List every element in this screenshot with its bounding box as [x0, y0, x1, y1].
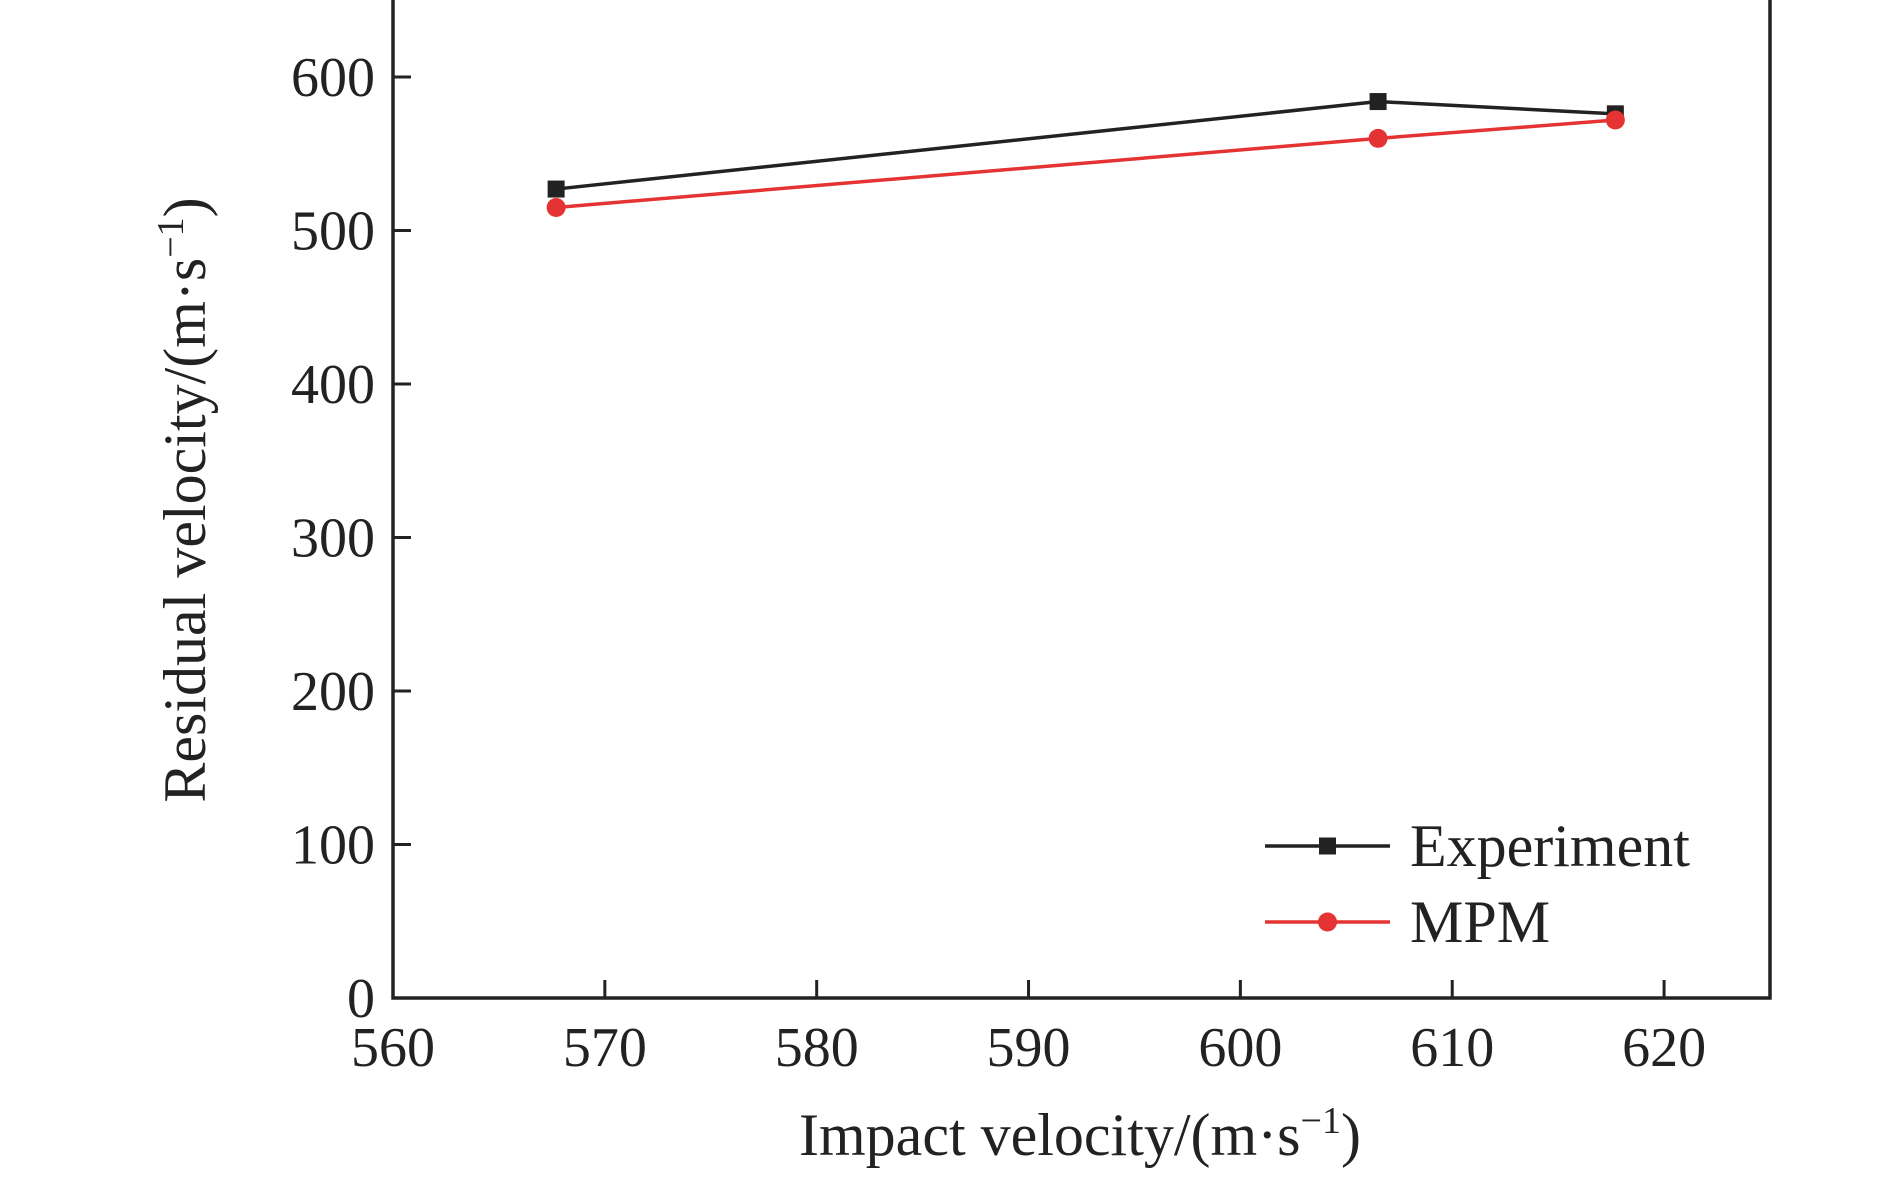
x-tick-label: 590 [987, 1017, 1071, 1079]
x-tick-label: 570 [563, 1017, 647, 1079]
x-tick-label: 560 [351, 1017, 435, 1079]
x-tick-label: 580 [775, 1017, 859, 1079]
series-line [555, 99, 1616, 191]
y-tick-label: 600 [291, 47, 375, 109]
legend-marker [1318, 912, 1337, 932]
y-tick-label: 300 [291, 508, 375, 570]
legend: Experiment MPM [1265, 813, 1690, 955]
plot-frame [391, 0, 1772, 1000]
legend-item-experiment: Experiment [1265, 813, 1690, 879]
data-point [1369, 93, 1387, 111]
y-tick-label: 100 [291, 815, 375, 877]
x-tick-label: 600 [1198, 1017, 1282, 1079]
legend-label: MPM [1410, 889, 1550, 955]
data-series [546, 93, 1625, 217]
data-point [1368, 128, 1388, 148]
y-tick-label: 500 [291, 201, 375, 263]
x-axis-label-close: ) [1341, 1102, 1361, 1168]
y-tick-label: 200 [291, 661, 375, 723]
data-point [547, 180, 565, 198]
y-axis-label-superscript: −1 [150, 217, 192, 257]
x-tick-label: 610 [1410, 1017, 1494, 1079]
legend-label: Experiment [1410, 813, 1690, 879]
x-axis-label-superscript: −1 [1301, 1100, 1341, 1142]
y-axis-label: Residual velocity/(m·s−1) [150, 197, 218, 802]
y-tick-label: 400 [291, 354, 375, 416]
legend-marker [1319, 837, 1336, 855]
series-experiment [547, 93, 1624, 198]
plot-area [391, 0, 1772, 1000]
y-axis-label-text: Residual velocity/(m·s [152, 258, 218, 803]
data-point [1605, 110, 1625, 130]
y-tick-label: 0 [347, 968, 375, 1030]
data-point [546, 197, 566, 217]
y-axis-label-close: ) [152, 197, 218, 217]
x-axis-label-text: Impact velocity/(m·s [799, 1102, 1301, 1168]
x-axis-label: Impact velocity/(m·s−1) [799, 1100, 1361, 1168]
series-mpm [546, 110, 1625, 217]
legend-item-mpm: MPM [1265, 889, 1550, 955]
axis-ticks: 560 570 580 590 600 610 620 0 100 200 300 400 500 600 [291, 47, 1706, 1079]
x-tick-label: 620 [1622, 1017, 1706, 1079]
